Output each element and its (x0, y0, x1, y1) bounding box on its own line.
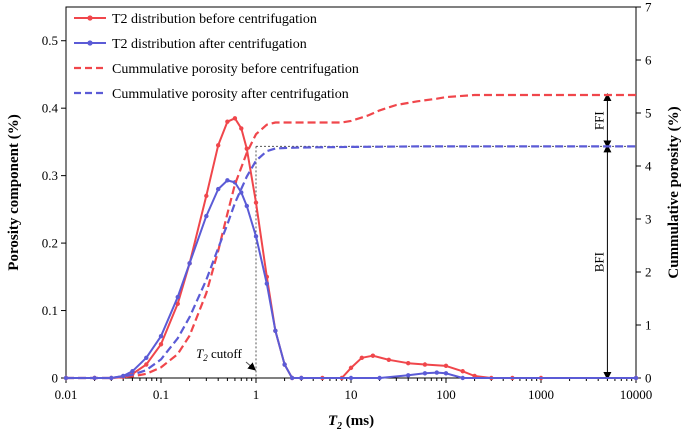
t2-cutoff-label-rest: cutoff (208, 346, 243, 361)
legend-label-3: Cummulative porosity after centrifugatio… (112, 87, 349, 102)
series-0-point (144, 362, 149, 367)
series-1-point (273, 328, 278, 333)
series-0-point (239, 126, 244, 131)
series-line-3 (66, 145, 636, 380)
y-left-tick-label: 0.2 (42, 236, 58, 251)
series-1-point (253, 234, 259, 239)
y-right-tick-label: 4 (645, 159, 652, 174)
series-0-point (348, 365, 354, 371)
series-1-point (443, 371, 449, 376)
series-0-point (253, 200, 259, 205)
y-left-tick-label: 0 (52, 371, 59, 386)
t2-cutoff-label-sub: 2 (203, 353, 208, 363)
x-tick-label: 100 (436, 387, 456, 402)
series-1-point (187, 261, 192, 266)
x-axis-title-main: T (328, 413, 338, 429)
series-0-point (359, 355, 365, 360)
y-left-tick-label: 0.3 (42, 168, 58, 183)
series-0-point (460, 369, 465, 374)
series-line-1 (66, 179, 636, 379)
x-tick-label: 0.01 (55, 387, 78, 402)
x-axis-title-unit: (ms) (342, 413, 374, 429)
series-1-point (289, 375, 295, 381)
series-1-point (215, 186, 221, 192)
series-1-point (422, 371, 428, 376)
series-1-point (405, 373, 411, 378)
y-left-tick-label: 0.5 (42, 33, 58, 48)
x-axis-title-sub: 2 (336, 421, 342, 431)
series-1-point (175, 294, 180, 300)
y-right-tick-label: 5 (645, 106, 652, 121)
y-right-tick-label: 6 (645, 53, 652, 68)
ffi-label: FFI (591, 111, 606, 130)
x-tick-label: 10000 (620, 387, 653, 402)
series-1-point (460, 375, 465, 381)
series-0-point (158, 342, 164, 347)
legend-label-0: T2 distribution before centrifugation (112, 12, 317, 27)
x-tick-label: 1 (253, 387, 260, 402)
series-1-point (434, 370, 439, 375)
series-0-point (370, 353, 376, 358)
t2-cutoff-pointer (245, 361, 257, 371)
series-1-point (109, 375, 114, 381)
series-1-point (264, 281, 270, 286)
bfi-label: BFI (591, 252, 606, 272)
series-layer (63, 93, 639, 381)
legend-marker-1 (87, 40, 93, 46)
x-tick-label: 10 (345, 387, 358, 402)
series-1-point (130, 369, 135, 374)
series-0-point (422, 362, 428, 367)
t2-cutoff-label-main: T (196, 346, 204, 361)
x-tick-label: 1000 (528, 387, 554, 402)
legend: T2 distribution before centrifugation T2 … (74, 12, 359, 102)
t2-cutoff-label: T2 cutoff (196, 346, 242, 363)
series-1-point (239, 190, 244, 195)
series-0-point (405, 360, 411, 366)
series-1-point (299, 375, 304, 381)
y-right-tick-label: 3 (645, 212, 652, 227)
x-tick-label: 0.1 (153, 387, 169, 402)
legend-label-1: T2 distribution after centrifugation (112, 37, 307, 52)
series-0-point (232, 116, 238, 121)
y-right-axis-title: Cummulative porosity (%) (666, 106, 682, 278)
series-1-point (144, 355, 149, 360)
series-line-0 (66, 117, 636, 379)
axes-layer: 0.01 0.1 1 10 100 1000 1000000.10.20.30.40.501… (6, 0, 682, 431)
x-axis-title: T2 (ms) (328, 413, 374, 431)
series-1-point (204, 213, 209, 219)
series-line-2 (66, 93, 636, 380)
series-0-point (244, 146, 249, 151)
legend-marker-0 (87, 15, 93, 21)
series-0-point (386, 357, 392, 362)
series-0-point (215, 143, 221, 148)
series-1-point (282, 362, 287, 367)
series-0-point (443, 363, 449, 369)
series-1-point (633, 375, 639, 381)
y-right-tick-label: 0 (645, 371, 652, 386)
y-left-tick-label: 0.1 (42, 303, 58, 318)
series-1-point (158, 333, 164, 339)
y-left-tick-label: 0.4 (42, 101, 59, 116)
y-right-tick-label: 1 (645, 318, 652, 333)
y-right-tick-label: 7 (645, 0, 652, 15)
series-1-point (377, 375, 382, 381)
y-left-axis-title: Porosity component (%) (6, 114, 22, 270)
y-right-tick-label: 2 (645, 265, 652, 280)
series-0-point (204, 193, 209, 199)
series-1-point (225, 178, 230, 183)
series-1-point (244, 203, 249, 209)
series-1-point (120, 373, 126, 379)
series-0-point (175, 301, 180, 306)
series-1-point (348, 375, 354, 381)
series-0-point (225, 119, 230, 124)
legend-label-2: Cummulative porosity before centrifugati… (112, 62, 359, 77)
